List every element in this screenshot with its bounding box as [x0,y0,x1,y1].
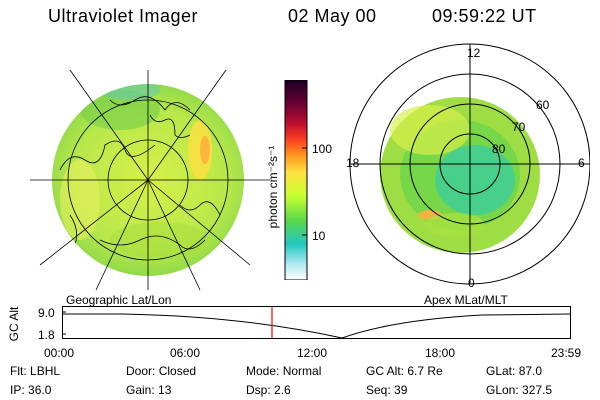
status-dsp: Dsp: 2.6 [246,383,291,397]
timeline-ylabel: GC Alt [7,306,21,342]
date-label: 02 May 00 [288,6,377,26]
mlat-label-80: 80 [492,142,506,156]
timeline-xtick-0000: 00:00 [44,346,75,360]
timeline-xtick-0600: 06:00 [170,346,201,360]
status-flt: Flt: LBHL [10,364,61,378]
status-door: Door: Closed [126,364,197,378]
status-mode: Mode: Normal [246,364,322,378]
mlt-label-18: 18 [346,156,360,170]
status-gain: Gain: 13 [126,383,172,397]
apex-polar-plot [349,43,590,285]
geographic-image [30,69,270,291]
status-gc-alt: GC Alt: 6.7 Re [366,364,443,378]
mlat-label-60: 60 [536,98,550,112]
mlt-label-12: 12 [467,46,481,60]
instrument-title: Ultraviolet Imager [48,6,199,26]
mlt-label-6: 6 [578,156,585,170]
colorbar-tick-100: 100 [312,142,333,156]
timeline-xtick-2359: 23:59 [551,346,582,360]
status-glat: GLat: 87.0 [486,364,543,378]
mlat-label-70: 70 [512,120,526,134]
status-ip: IP: 36.0 [10,383,52,397]
right-panel-caption: Apex MLat/MLT [424,293,508,307]
colorbar-unit-label: photon cm⁻²s⁻¹ [266,145,280,229]
left-panel-caption: Geographic Lat/Lon [66,293,172,307]
timeline-ytick-9: 9.0 [38,306,55,320]
timeline-plot [62,306,571,339]
time-label: 09:59:22 UT [432,6,537,26]
timeline-xtick-1800: 18:00 [425,346,456,360]
status-glon: GLon: 327.5 [486,383,553,397]
timeline-ytick-1-8: 1.8 [38,328,55,342]
timeline-xtick-1200: 12:00 [297,346,328,360]
colorbar [284,80,308,280]
colorbar-tick-10: 10 [312,229,326,243]
mlt-label-0: 0 [468,276,475,290]
status-seq: Seq: 39 [366,383,408,397]
